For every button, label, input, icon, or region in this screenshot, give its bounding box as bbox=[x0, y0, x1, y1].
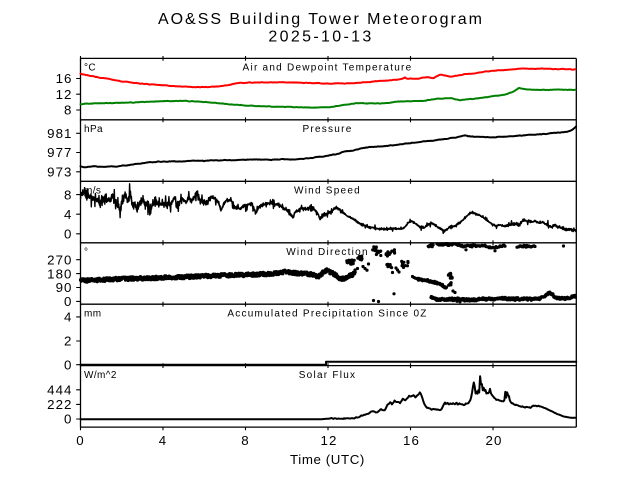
svg-text:16: 16 bbox=[403, 433, 420, 448]
svg-text:4: 4 bbox=[159, 433, 167, 448]
svg-text:2025-10-13: 2025-10-13 bbox=[268, 29, 373, 46]
svg-text:222: 222 bbox=[47, 397, 72, 412]
svg-text:981: 981 bbox=[47, 126, 72, 141]
svg-text:Solar Flux: Solar Flux bbox=[299, 370, 357, 381]
svg-text:°: ° bbox=[84, 247, 88, 258]
svg-text:8: 8 bbox=[241, 433, 249, 448]
svg-text:°C: °C bbox=[84, 63, 96, 74]
svg-text:0: 0 bbox=[64, 357, 72, 372]
svg-text:270: 270 bbox=[47, 252, 72, 267]
svg-text:4: 4 bbox=[64, 310, 72, 325]
svg-text:20: 20 bbox=[486, 433, 503, 448]
svg-text:0: 0 bbox=[64, 294, 72, 309]
svg-text:12: 12 bbox=[321, 433, 338, 448]
svg-text:AO&SS Building Tower Meteorogr: AO&SS Building Tower Meteorogram bbox=[158, 11, 484, 28]
svg-text:8: 8 bbox=[64, 103, 72, 118]
svg-text:0: 0 bbox=[76, 433, 84, 448]
svg-text:0: 0 bbox=[64, 227, 72, 242]
svg-text:12: 12 bbox=[56, 87, 73, 102]
svg-text:Air and Dewpoint Temperature: Air and Dewpoint Temperature bbox=[243, 63, 413, 74]
svg-text:180: 180 bbox=[47, 266, 72, 281]
svg-text:hPa: hPa bbox=[84, 124, 103, 135]
svg-text:Time (UTC): Time (UTC) bbox=[290, 452, 365, 467]
svg-text:90: 90 bbox=[56, 280, 73, 295]
svg-text:m/s: m/s bbox=[84, 186, 101, 197]
svg-text:977: 977 bbox=[47, 145, 72, 160]
svg-text:8: 8 bbox=[64, 187, 72, 202]
svg-text:Accumulated Precipitation Sinc: Accumulated Precipitation Since 0Z bbox=[227, 308, 427, 319]
svg-text:4: 4 bbox=[64, 207, 72, 222]
svg-text:444: 444 bbox=[47, 383, 72, 398]
svg-text:mm: mm bbox=[84, 308, 101, 319]
svg-text:0: 0 bbox=[64, 412, 72, 427]
svg-text:Wind Direction: Wind Direction bbox=[286, 247, 369, 258]
svg-text:16: 16 bbox=[56, 71, 73, 86]
svg-text:973: 973 bbox=[47, 165, 72, 180]
svg-text:2: 2 bbox=[64, 334, 72, 349]
svg-text:W/m^2: W/m^2 bbox=[84, 370, 117, 381]
svg-text:Wind Speed: Wind Speed bbox=[294, 186, 361, 197]
svg-text:Pressure: Pressure bbox=[302, 124, 352, 135]
